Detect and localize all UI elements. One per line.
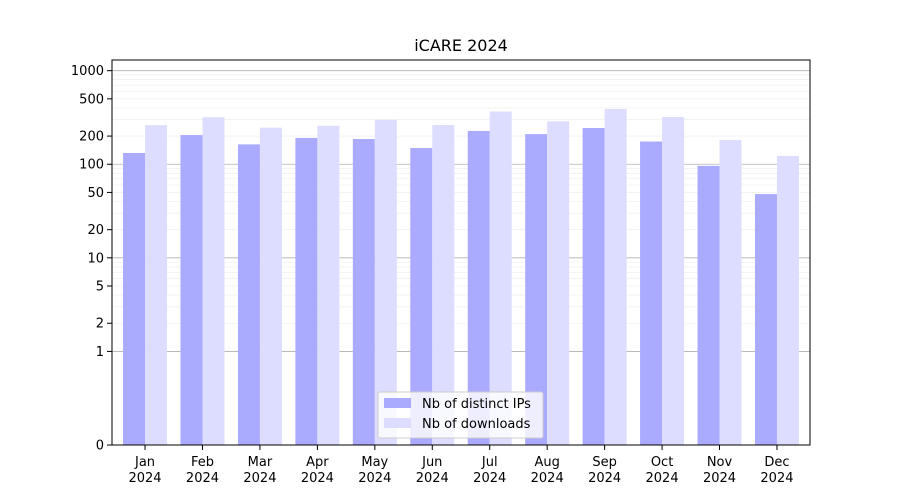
x-tick-label-month: Oct <box>651 455 673 470</box>
x-tick-label-month: Jun <box>421 455 442 470</box>
y-tick-label: 0 <box>96 439 104 454</box>
x-tick-label-year: 2024 <box>473 471 506 486</box>
bar-downloads <box>604 109 627 445</box>
bar-downloads <box>489 111 512 445</box>
x-tick-label-month: May <box>361 455 388 470</box>
x-tick-label-month: Sep <box>592 455 617 470</box>
y-tick-label: 1000 <box>71 64 104 79</box>
x-tick-label-month: Aug <box>534 455 559 470</box>
bar-distinct-ips <box>582 127 605 446</box>
bar-distinct-ips <box>410 148 433 445</box>
legend-label-downloads: Nb of downloads <box>422 417 531 432</box>
bar-downloads <box>662 116 685 446</box>
y-tick-label: 100 <box>79 158 104 173</box>
bar-distinct-ips <box>352 139 375 445</box>
bar-distinct-ips <box>640 141 663 445</box>
x-tick-label-month: Nov <box>707 455 733 470</box>
grid-lines <box>112 70 810 352</box>
y-tick-label: 20 <box>87 223 104 238</box>
x-tick-label-month: Jan <box>134 455 155 470</box>
x-tick-label-year: 2024 <box>531 471 564 486</box>
bar-downloads <box>202 117 225 445</box>
x-tick-label-year: 2024 <box>416 471 449 486</box>
x-tick-label-year: 2024 <box>243 471 276 486</box>
plot-frame <box>111 59 811 446</box>
y-tick-label: 200 <box>79 130 104 145</box>
bar-downloads <box>432 124 455 445</box>
legend-swatch-downloads <box>384 418 411 428</box>
bar-distinct-ips <box>467 130 490 445</box>
chart-title: iCARE 2024 <box>414 36 508 55</box>
y-tick-label: 10 <box>87 251 104 266</box>
bar-downloads <box>547 121 570 445</box>
x-tick-label-month: Dec <box>764 455 789 470</box>
x-tick-label-year: 2024 <box>358 471 391 486</box>
legend-label-distinct-ips: Nb of distinct IPs <box>422 397 531 412</box>
x-tick-label-year: 2024 <box>588 471 621 486</box>
x-tick-label-year: 2024 <box>186 471 219 486</box>
y-tick-label: 50 <box>87 186 104 201</box>
bar-distinct-ips <box>754 194 777 445</box>
x-tick-label-year: 2024 <box>703 471 736 486</box>
x-tick-label-month: Mar <box>248 455 273 470</box>
y-tick-label: 2 <box>96 317 104 332</box>
legend-swatch-distinct-ips <box>384 398 411 408</box>
bars <box>123 109 799 446</box>
legend-box <box>377 391 544 439</box>
legend: Nb of distinct IPs Nb of downloads <box>377 391 544 439</box>
bar-downloads <box>259 127 282 445</box>
bar-distinct-ips <box>697 165 720 445</box>
x-tick-label-month: Apr <box>306 455 329 470</box>
x-axis: Jan2024Feb2024Mar2024Apr2024May2024Jun20… <box>128 445 794 486</box>
bar-downloads <box>719 139 742 445</box>
y-axis: 0 1 2 5 10 20 50 100 200 500 1000 <box>71 64 112 454</box>
x-tick-label-year: 2024 <box>301 471 334 486</box>
bar-distinct-ips <box>295 137 318 445</box>
y-tick-label: 5 <box>96 280 104 295</box>
bar-downloads <box>374 119 397 445</box>
x-tick-label-month: Feb <box>191 455 214 470</box>
x-tick-label-month: Jul <box>481 455 498 470</box>
bar-downloads <box>776 155 799 445</box>
bar-distinct-ips <box>180 135 203 445</box>
bar-distinct-ips <box>237 144 260 445</box>
y-tick-label: 1 <box>96 345 104 360</box>
bar-downloads <box>317 125 340 445</box>
y-tick-label: 500 <box>79 92 104 107</box>
bar-downloads <box>145 125 168 446</box>
bar-distinct-ips <box>525 134 548 446</box>
x-tick-label-year: 2024 <box>760 471 793 486</box>
bar-distinct-ips <box>123 152 146 445</box>
x-tick-label-year: 2024 <box>646 471 679 486</box>
x-tick-label-year: 2024 <box>128 471 161 486</box>
